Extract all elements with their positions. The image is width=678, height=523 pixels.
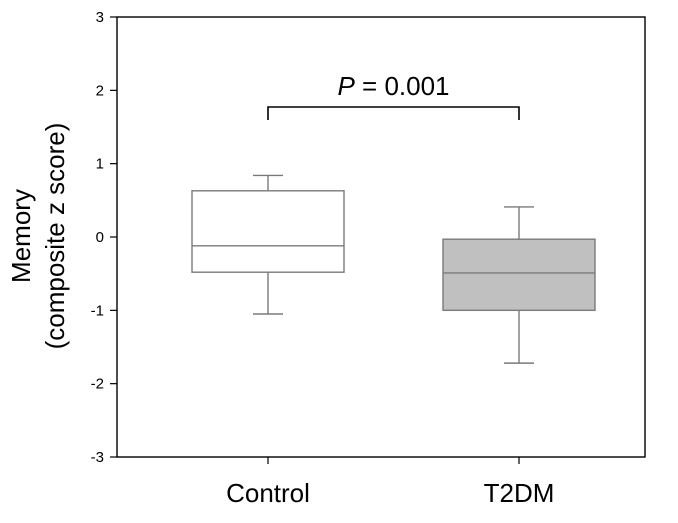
box-control (191, 174, 345, 315)
box-series (191, 174, 596, 364)
y-axis-ticks: -3 -2 -1 0 1 2 3 Control T2DM (91, 9, 555, 508)
significance-annotation: P = 0.001 (267, 71, 520, 120)
box-t2dm (442, 206, 596, 364)
y-tick-label: -1 (91, 302, 104, 319)
iqr-box (191, 190, 345, 273)
p-value-label: P = 0.001 (337, 71, 449, 101)
y-tick-label: -3 (91, 449, 104, 466)
x-category-label: Control (226, 478, 310, 508)
y-axis-title-line2: (composite z score) (40, 123, 70, 350)
p-value: = 0.001 (355, 71, 450, 101)
significance-bracket (267, 106, 520, 120)
x-category-label: T2DM (484, 478, 555, 508)
y-tick-label: -2 (91, 376, 104, 393)
y-tick-label: 0 (96, 229, 104, 246)
y-tick-label: 3 (96, 9, 104, 26)
iqr-box (442, 238, 596, 312)
y-axis-title-line1: Memory (6, 189, 36, 283)
y-tick-label: 1 (96, 156, 104, 173)
y-tick-label: 2 (96, 82, 104, 99)
p-symbol: P (337, 71, 355, 101)
